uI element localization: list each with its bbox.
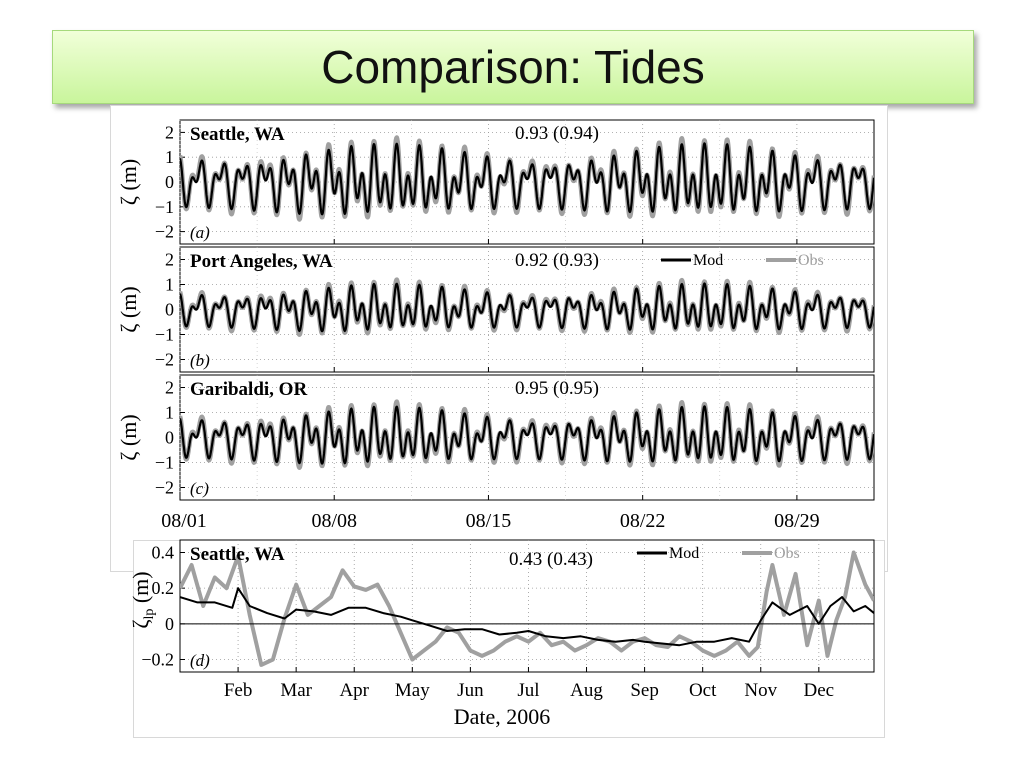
x-tick-label: Mar <box>280 680 312 701</box>
station-title: Seattle, WA <box>190 544 285 565</box>
station-title: Port Angeles, WA <box>190 251 333 272</box>
panel-d: 0.4 0.2 0 −0.2 Feb Mar Apr May Jun Jul Aug Sep Oct No… <box>128 539 875 729</box>
y-tick-label: 1 <box>165 147 174 167</box>
series-line-mod <box>180 142 874 216</box>
panel-b: 2 1 0 −1 −2 Port Angeles, WA (b) 0.92 (0.93) Mod… <box>116 246 875 373</box>
legend-label-obs: Obs <box>774 545 800 562</box>
y-tick-label: −2 <box>155 478 174 498</box>
skill-score: 0.92 (0.93) <box>515 250 599 271</box>
series-line-obs <box>180 550 874 667</box>
x-tick-label: Aug <box>570 680 603 701</box>
station-title: Garibaldi, OR <box>190 379 307 400</box>
y-tick-label: 2 <box>165 250 174 270</box>
series-group <box>180 550 874 667</box>
y-tick-label: 0 <box>165 300 174 320</box>
plot-frame <box>179 539 875 673</box>
x-tick-label: 08/22 <box>620 510 666 532</box>
y-tick-label: −1 <box>155 453 174 473</box>
y-tick-label: 0.2 <box>152 578 175 598</box>
series-line-mod <box>180 587 874 647</box>
panel-c: 2 1 0 −1 −2 Garibaldi, OR (c) 0.95 (0.95) ζ (m) 0… <box>116 374 875 532</box>
legend-label-obs: Obs <box>798 252 824 269</box>
series-group <box>180 277 874 337</box>
y-tick-label: −1 <box>155 325 174 345</box>
x-axis-label: Date, 2006 <box>454 704 551 729</box>
y-axis-label-symbol: ζ <box>128 620 153 629</box>
panel-label: (a) <box>190 223 210 242</box>
x-tick-label: Nov <box>744 680 777 701</box>
panel-a: 2 1 0 −1 −2 Seattle, WA (a) 0.93 (0.94) ζ (m) <box>116 119 875 245</box>
series-line-mod <box>180 405 874 465</box>
x-tick-label: Feb <box>224 680 253 701</box>
x-tick-label: Sep <box>630 680 659 701</box>
x-tick-label: Jul <box>517 680 539 701</box>
y-tick-label: 2 <box>165 122 174 142</box>
panel-label: (d) <box>190 651 210 670</box>
y-axis-label: ζ (m) <box>116 159 141 205</box>
x-tick-label: 08/15 <box>466 510 512 532</box>
legend-label-mod: Mod <box>693 252 723 269</box>
y-tick-label: 0 <box>165 614 174 634</box>
x-tick-label: 08/01 <box>161 510 207 532</box>
skill-score: 0.93 (0.94) <box>515 123 599 144</box>
y-tick-label: −1 <box>155 197 174 217</box>
y-tick-label: 0 <box>165 428 174 448</box>
panel-label: (b) <box>190 351 210 370</box>
series-group <box>180 399 874 470</box>
y-axis-label: ζlp (m) <box>128 571 157 628</box>
x-tick-label: 08/08 <box>311 510 357 532</box>
slide-title-bar: Comparison: Tides <box>52 30 974 104</box>
y-axis-label-subscript: lp <box>142 609 157 620</box>
y-axis-label-unit: (m) <box>128 571 153 608</box>
skill-score: 0.95 (0.95) <box>515 378 599 399</box>
series-line-mod <box>180 282 874 333</box>
panel-label: (c) <box>190 479 209 498</box>
y-axis-label: ζ (m) <box>116 414 141 460</box>
x-tick-label: Oct <box>689 680 717 701</box>
station-title: Seattle, WA <box>190 124 285 145</box>
x-tick-label: Jun <box>457 680 484 701</box>
y-tick-label: −2 <box>155 222 174 242</box>
legend-label-mod: Mod <box>669 545 699 562</box>
y-tick-label: 0.4 <box>152 542 175 562</box>
y-tick-label: 2 <box>165 378 174 398</box>
x-tick-label: May <box>395 680 430 701</box>
y-tick-label: −0.2 <box>141 650 174 670</box>
y-axis-label: ζ (m) <box>116 286 141 332</box>
x-tick-label: 08/29 <box>774 510 820 532</box>
x-tick-label: Dec <box>804 680 835 701</box>
slide-title: Comparison: Tides <box>321 41 705 93</box>
y-tick-label: 1 <box>165 403 174 423</box>
y-tick-label: −2 <box>155 350 174 370</box>
series-group <box>180 135 874 222</box>
x-tick-label: Apr <box>339 680 369 701</box>
y-tick-label: 0 <box>165 172 174 192</box>
y-tick-label: 1 <box>165 275 174 295</box>
skill-score: 0.43 (0.43) <box>509 549 593 570</box>
